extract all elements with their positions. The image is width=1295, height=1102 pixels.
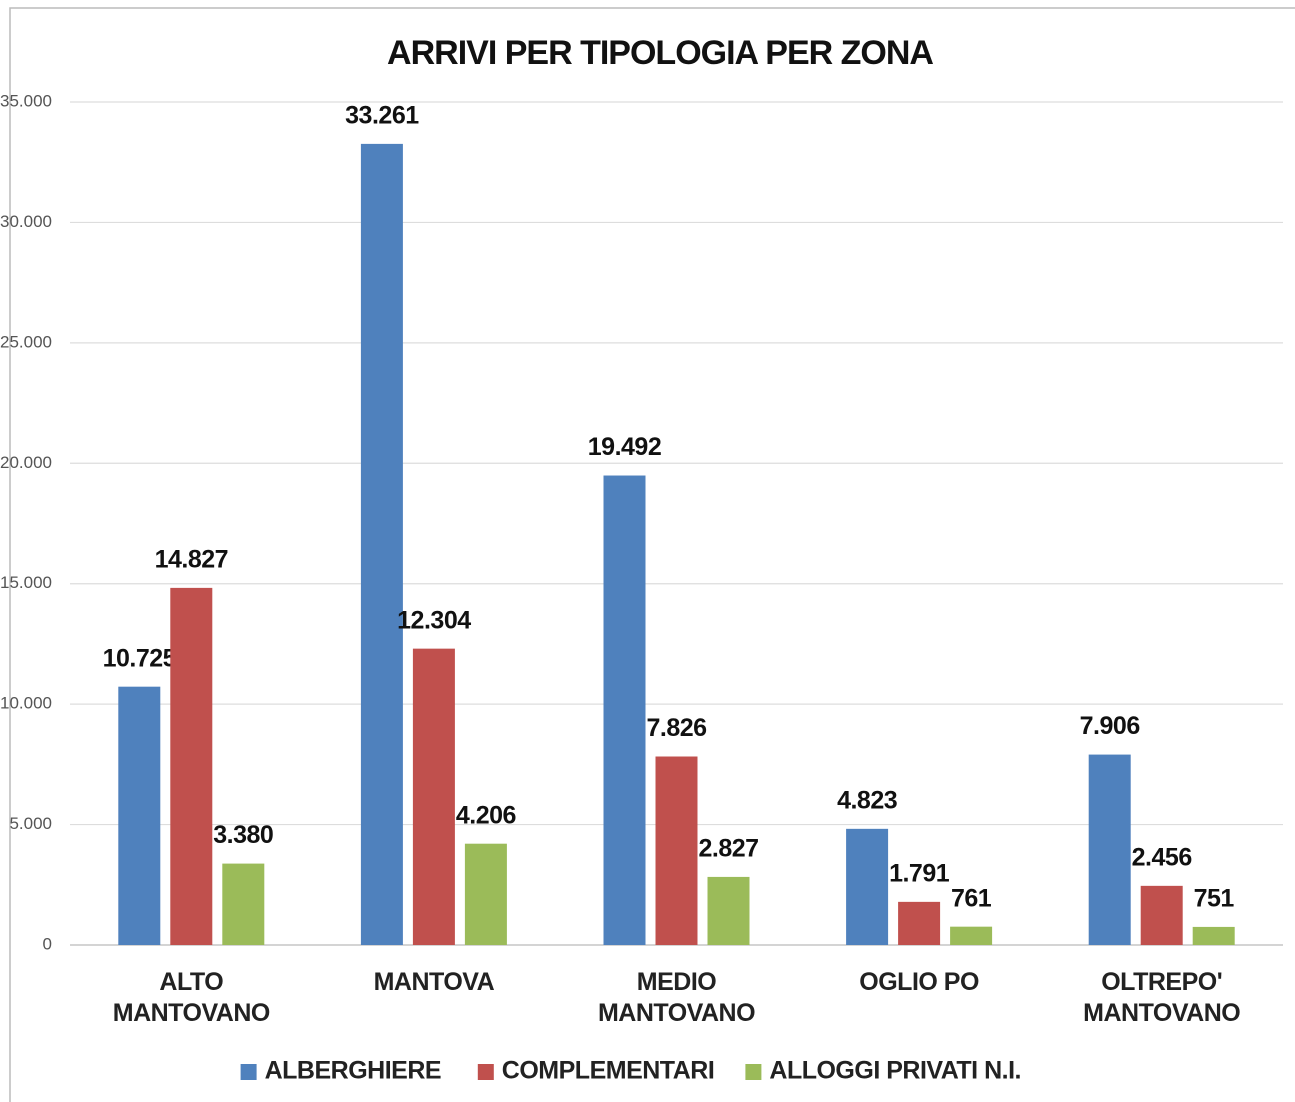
legend-swatch — [745, 1064, 762, 1080]
data-label: 2.827 — [698, 835, 758, 863]
legend-label: ALBERGHIERE — [265, 1057, 441, 1085]
y-tick-label: 30.000 — [0, 212, 52, 231]
data-label: 10.725 — [103, 644, 177, 672]
data-label: 751 — [1194, 885, 1235, 913]
bar — [464, 843, 507, 945]
data-label: 19.492 — [588, 433, 661, 461]
bar — [603, 475, 646, 945]
x-tick-label: ALTO MANTOVANO — [112, 968, 271, 1027]
data-label: 4.206 — [456, 801, 516, 829]
data-label: 7.906 — [1080, 712, 1140, 740]
y-tick-label: 5.000 — [9, 814, 52, 833]
bar — [1088, 754, 1131, 945]
y-tick-label: 20.000 — [0, 453, 52, 472]
legend-label: COMPLEMENTARI — [502, 1057, 714, 1085]
bar — [118, 686, 161, 945]
x-tick-label: OGLIO PO — [859, 968, 979, 996]
data-label: 3.380 — [213, 821, 273, 849]
data-label: 33.261 — [345, 101, 419, 129]
data-label: 761 — [951, 884, 992, 912]
y-tick-label: 35.000 — [0, 91, 52, 110]
y-tick-label: 25.000 — [0, 332, 52, 351]
bar — [412, 648, 455, 945]
data-label: 12.304 — [397, 606, 471, 634]
bar — [1140, 885, 1183, 945]
y-tick-label: 0 — [43, 934, 52, 953]
x-tick-label: MANTOVA — [373, 968, 495, 996]
bar — [655, 756, 698, 945]
y-tick-label: 10.000 — [0, 694, 52, 713]
bar — [170, 587, 213, 945]
legend-swatch — [477, 1064, 494, 1080]
x-tick-label: OLTREPO' MANTOVANO — [1083, 968, 1241, 1027]
chart-border — [9, 7, 1295, 1102]
bar — [898, 901, 941, 945]
bar — [846, 828, 889, 945]
data-label: 7.826 — [646, 714, 706, 742]
data-label: 14.827 — [155, 545, 228, 573]
data-label: 4.823 — [837, 786, 897, 814]
bar — [360, 143, 403, 945]
bar — [707, 876, 750, 945]
data-label: 1.791 — [889, 859, 950, 887]
y-tick-label: 15.000 — [0, 573, 52, 592]
data-label: 2.456 — [1132, 843, 1192, 871]
chart-title: ARRIVI PER TIPOLOGIA PER ZONA — [387, 34, 933, 72]
legend-swatch — [240, 1064, 257, 1080]
legend-label: ALLOGGI PRIVATI N.I. — [769, 1057, 1021, 1085]
bar — [950, 926, 993, 945]
x-tick-label: MEDIO MANTOVANO — [597, 968, 756, 1027]
bar — [1192, 926, 1235, 945]
bar — [222, 863, 265, 945]
